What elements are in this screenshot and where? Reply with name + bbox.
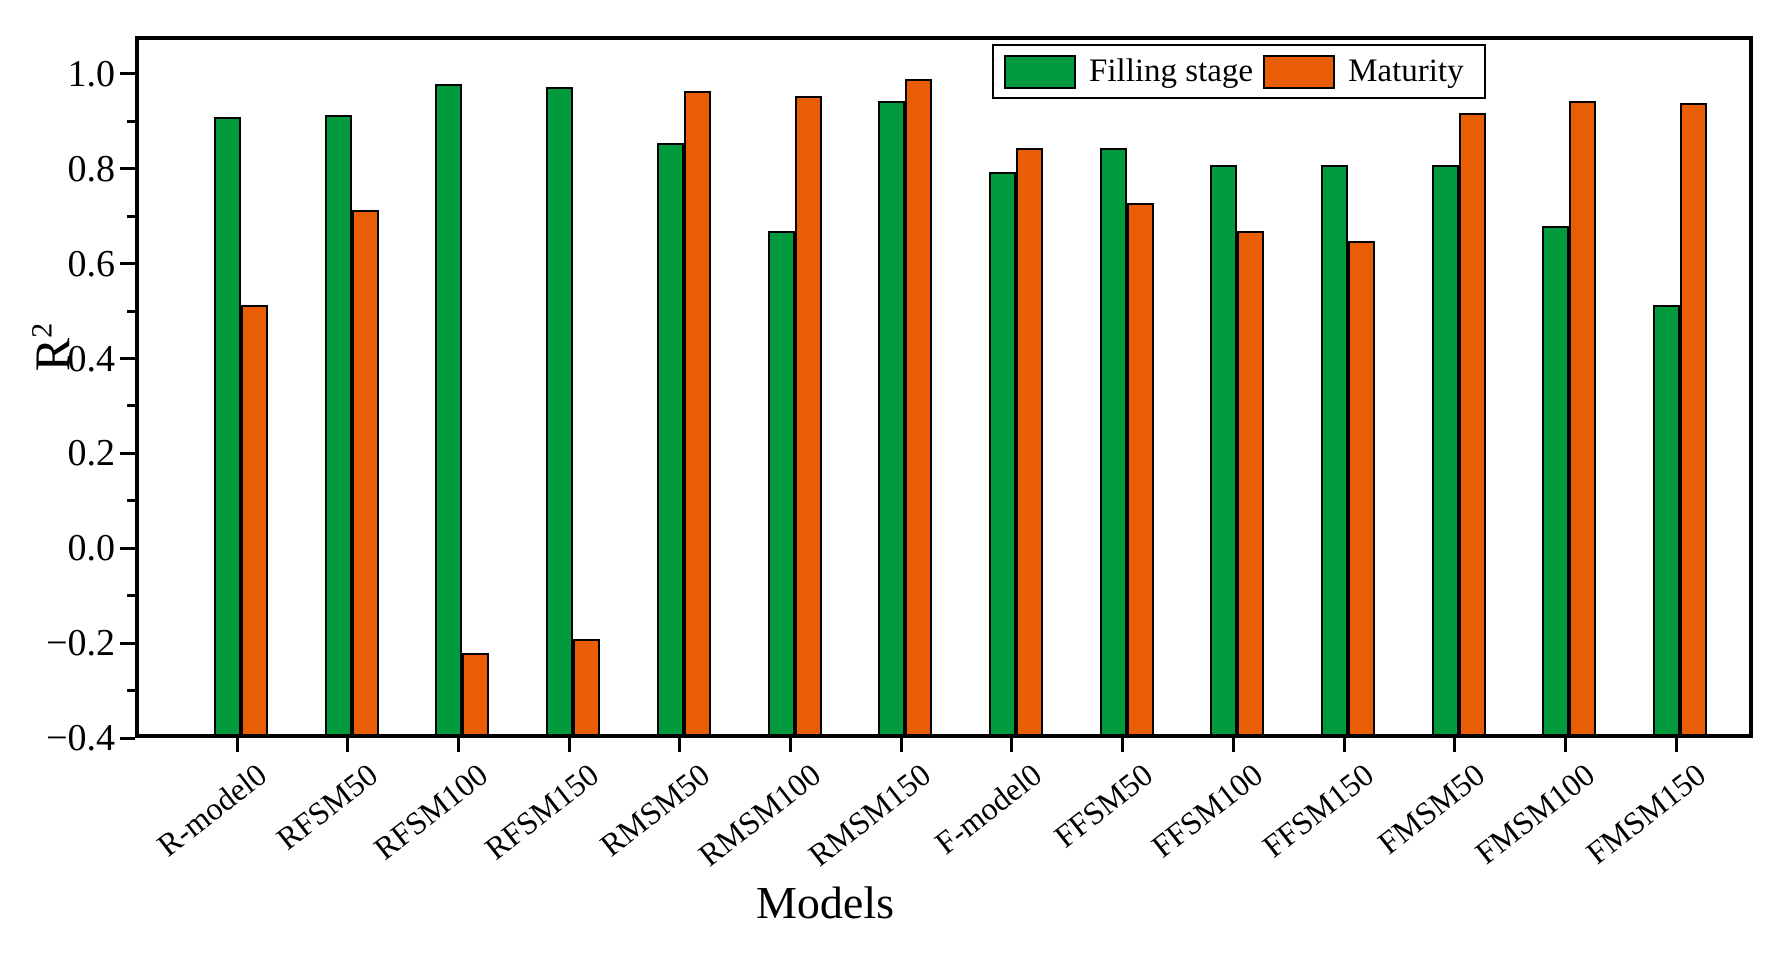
bar-filling-stage-RMSM150 <box>878 100 906 734</box>
x-axis-label: FFSM50 <box>1046 756 1159 855</box>
bar-maturity-RFSM50 <box>351 209 379 734</box>
x-axis-tick <box>1453 738 1457 752</box>
legend-swatch-filling-stage-icon <box>1004 54 1076 89</box>
x-axis-label: R-model0 <box>150 756 274 864</box>
legend-label-filling-stage: Filling stage <box>1089 53 1254 89</box>
y-axis-major-tick <box>120 262 135 266</box>
x-axis-tick <box>1674 738 1678 752</box>
x-axis-label: FMSM150 <box>1579 756 1713 871</box>
plot-area <box>135 36 1753 738</box>
bar-maturity-RFSM100 <box>462 653 490 734</box>
bar-filling-stage-FFSM150 <box>1321 164 1348 734</box>
bar-maturity-FFSM100 <box>1237 231 1265 734</box>
legend: Filling stage Maturity <box>992 44 1486 99</box>
y-axis-major-tick <box>120 167 135 171</box>
y-axis-minor-tick <box>127 404 135 408</box>
x-axis-tick <box>567 738 571 752</box>
bar-maturity-FFSM150 <box>1348 240 1375 734</box>
x-axis-tick <box>346 738 350 752</box>
x-axis-label: RFSM150 <box>477 756 606 867</box>
y-axis-tick-label: −0.4 <box>46 717 115 759</box>
y-axis-minor-tick <box>127 499 135 503</box>
bar-filling-stage-FMSM50 <box>1431 164 1459 734</box>
bar-maturity-RFSM150 <box>573 639 601 734</box>
x-axis-tick <box>899 738 903 752</box>
y-axis-title: R2 <box>23 287 81 407</box>
bar-maturity-FMSM150 <box>1680 103 1708 734</box>
x-axis-title: Models <box>756 877 894 928</box>
x-axis-tick <box>1563 738 1567 752</box>
bar-filling-stage-F-model0 <box>988 171 1016 734</box>
bar-filling-stage-FMSM150 <box>1653 304 1681 734</box>
bar-filling-stage-FFSM50 <box>1099 148 1127 734</box>
bar-filling-stage-RFSM100 <box>435 84 463 734</box>
x-axis-label: RMSM100 <box>690 756 827 874</box>
bar-filling-stage-FMSM100 <box>1542 226 1570 734</box>
y-axis-title-base: R <box>24 337 80 372</box>
x-axis-tick <box>1342 738 1346 752</box>
x-axis-tick <box>1231 738 1235 752</box>
bar-maturity-RMSM150 <box>905 79 933 734</box>
legend-swatch-maturity-icon <box>1263 54 1336 89</box>
bar-maturity-FMSM100 <box>1569 100 1597 734</box>
x-axis-label: FMSM100 <box>1468 756 1602 871</box>
y-axis-tick-label: 0.6 <box>67 242 116 285</box>
y-axis-tick-label: 0.0 <box>67 527 116 570</box>
y-axis-tick-label: 0.2 <box>67 432 116 475</box>
y-axis-major-tick <box>120 451 135 455</box>
y-axis-tick-label: 0.8 <box>67 147 116 190</box>
y-axis-major-tick <box>120 641 135 645</box>
y-axis-minor-tick <box>127 689 135 693</box>
legend-label-maturity: Maturity <box>1348 53 1464 89</box>
x-axis-label: RFSM100 <box>367 756 495 867</box>
bar-maturity-FMSM50 <box>1458 112 1486 734</box>
x-axis-tick <box>1121 738 1125 752</box>
y-axis-major-tick <box>120 546 135 550</box>
y-axis-minor-tick <box>127 594 135 598</box>
y-axis-major-tick <box>120 357 135 361</box>
y-axis-minor-tick <box>127 214 135 218</box>
bar-filling-stage-RFSM150 <box>546 86 574 734</box>
bar-maturity-RMSM100 <box>794 96 822 734</box>
bar-filling-stage-RFSM50 <box>324 115 352 734</box>
y-axis-tick-label: −0.2 <box>46 622 115 665</box>
x-axis-label: F-model0 <box>927 756 1049 861</box>
x-axis-tick <box>456 738 460 752</box>
bar-maturity-R-model0 <box>241 304 268 734</box>
y-axis-tick-label: 0.4 <box>67 337 116 380</box>
bar-maturity-F-model0 <box>1015 148 1043 734</box>
x-axis-tick <box>235 738 239 752</box>
y-axis-minor-tick <box>127 309 135 313</box>
y-axis-title-superscript: 2 <box>25 322 59 338</box>
bar-maturity-RMSM50 <box>683 91 711 734</box>
x-axis-label: FFSM150 <box>1255 756 1381 865</box>
bar-maturity-FFSM50 <box>1126 202 1154 734</box>
x-axis-label: RMSM150 <box>801 756 938 874</box>
y-axis-major-tick <box>120 736 135 740</box>
x-axis-tick <box>678 738 682 752</box>
bar-filling-stage-R-model0 <box>214 117 241 734</box>
y-axis-minor-tick <box>127 119 135 123</box>
x-axis-label: RFSM50 <box>269 756 384 857</box>
x-axis-tick <box>1010 738 1014 752</box>
bar-filling-stage-FFSM100 <box>1210 164 1238 734</box>
bar-filling-stage-RMSM100 <box>767 231 795 734</box>
bar-filling-stage-RMSM50 <box>656 143 684 734</box>
y-axis-major-tick <box>120 72 135 76</box>
y-axis-tick-label: 1.0 <box>67 52 116 95</box>
x-axis-tick <box>789 738 792 752</box>
x-axis-label: FFSM100 <box>1144 756 1270 865</box>
